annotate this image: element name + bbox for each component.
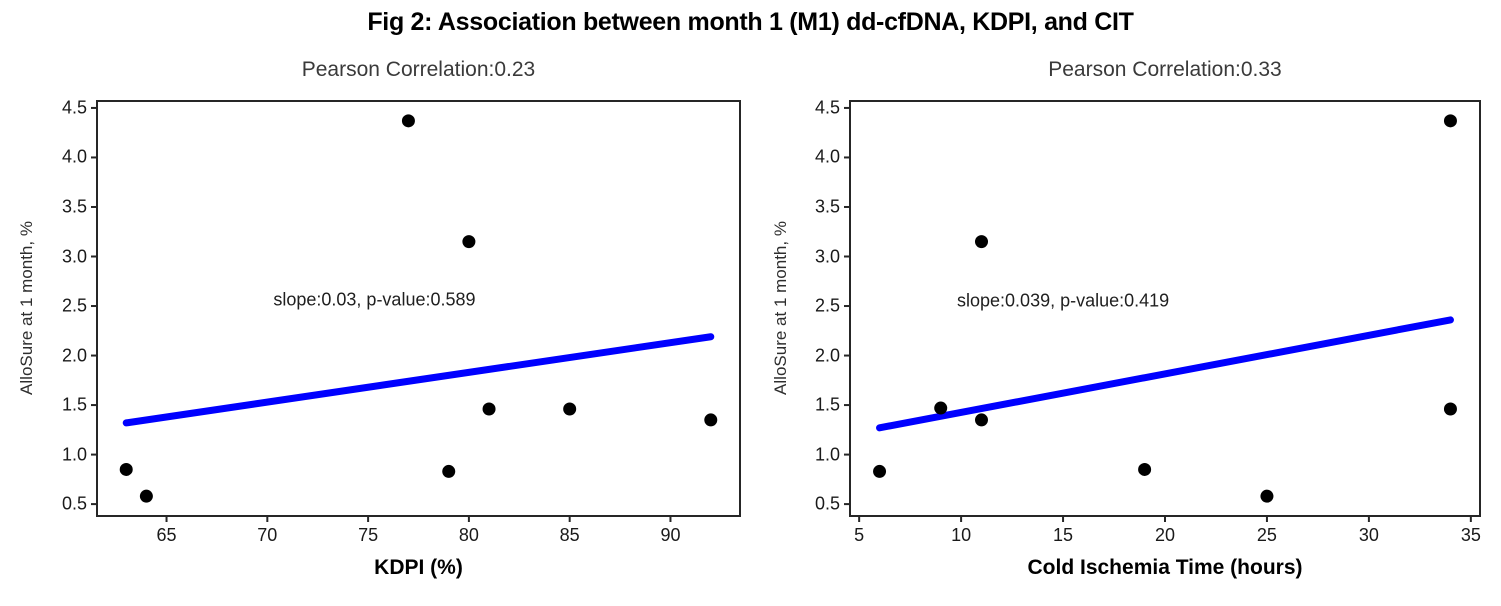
- regression-line: [876, 316, 1454, 432]
- scatter-point: [139, 489, 153, 503]
- scatter-point: [1138, 462, 1152, 476]
- x-tick-label: 15: [1053, 525, 1074, 545]
- x-tick-label: 5: [854, 525, 865, 545]
- scatter-point: [1443, 402, 1457, 416]
- x-tick-label: 90: [660, 525, 681, 545]
- scatter-point: [974, 413, 988, 427]
- scatter-point: [1260, 489, 1274, 503]
- x-tick-label: 65: [156, 525, 177, 545]
- left-x-axis-label: KDPI (%): [374, 556, 463, 579]
- y-tick-label: 1.5: [61, 394, 87, 415]
- y-tick-label: 4.5: [61, 97, 87, 118]
- scatter-point: [442, 464, 456, 478]
- y-tick-label: 2.5: [61, 295, 87, 316]
- x-tick-label: 70: [257, 525, 278, 545]
- x-tick-label: 75: [358, 525, 379, 545]
- x-tick-label: 35: [1460, 525, 1481, 545]
- plot-canvas: [844, 106, 1472, 522]
- y-tick-label: 1.5: [814, 394, 840, 415]
- y-tick-label: 1.0: [61, 444, 87, 465]
- slope-pvalue-annotation: slope:0.039, p-value:0.419: [957, 290, 1170, 311]
- scatter-point: [462, 235, 476, 249]
- scatter-point: [974, 235, 988, 249]
- figure-title: Fig 2: Association between month 1 (M1) …: [367, 8, 1134, 36]
- left-plot-area: 65 70 75 80 85 90 0.5 1.0 1.5 2.0 2.5 3.0 3.5 4.0 4.5 s…: [62, 97, 741, 545]
- right-y-axis-label: AlloSure at 1 month, %: [771, 221, 790, 395]
- x-tick-label: 30: [1358, 525, 1379, 545]
- scatter-point: [704, 413, 718, 427]
- y-tick-label: 3.0: [814, 246, 840, 266]
- y-tick-label: 3.5: [61, 196, 87, 217]
- y-tick-label: 2.5: [814, 295, 840, 316]
- x-tick-label: 25: [1256, 525, 1277, 545]
- scatter-point: [482, 402, 496, 416]
- y-tick-label: 2.0: [61, 345, 87, 366]
- y-tick-label: 4.5: [814, 97, 840, 118]
- slope-pvalue-annotation: slope:0.03, p-value:0.589: [273, 289, 476, 310]
- y-tick-label: 4.0: [61, 146, 87, 167]
- scatter-point: [401, 114, 415, 128]
- scatter-point: [563, 402, 577, 416]
- y-tick-label: 4.0: [814, 146, 840, 167]
- y-tick-label: 1.0: [814, 444, 840, 465]
- y-tick-label: 3.0: [61, 246, 87, 266]
- x-tick-label: 85: [559, 525, 580, 545]
- left-plot-title: Pearson Correlation:0.23: [301, 58, 536, 81]
- right-plot-title: Pearson Correlation:0.33: [1048, 58, 1282, 81]
- y-tick-label: 0.5: [814, 493, 840, 514]
- right-x-axis-label: Cold Ischemia Time (hours): [1027, 556, 1303, 579]
- y-tick-label: 2.0: [814, 345, 840, 366]
- x-tick-label: 10: [951, 525, 972, 545]
- y-tick-label: 3.5: [814, 196, 840, 217]
- left-y-axis-label: AlloSure at 1 month, %: [17, 221, 36, 395]
- right-plot-area: 5 10 15 20 25 30 35 0.5 1.0 1.5 2.0 2.5 3.0 3.5 4.0 4.5…: [815, 97, 1481, 545]
- plot-canvas: [91, 106, 718, 522]
- scatter-point: [934, 401, 948, 415]
- scatter-point: [119, 462, 133, 476]
- scatter-point: [1443, 114, 1457, 128]
- regression-line: [122, 333, 715, 427]
- y-tick-label: 0.5: [61, 493, 87, 514]
- scatter-point: [873, 464, 887, 478]
- x-tick-label: 80: [458, 525, 479, 545]
- x-tick-label: 20: [1154, 525, 1176, 545]
